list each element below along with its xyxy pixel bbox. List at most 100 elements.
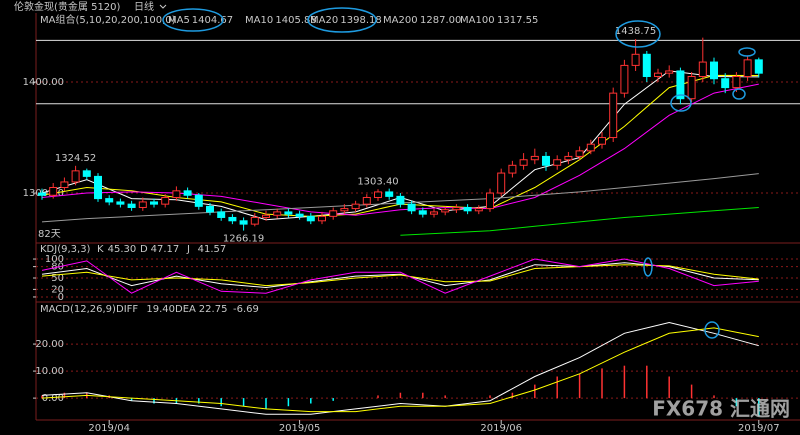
candle-body: [486, 192, 494, 210]
price-annotation: 1438.75: [615, 26, 656, 37]
legend-name: MA200: [383, 15, 418, 26]
legend-value: 1398.18: [340, 15, 381, 26]
candle-body: [273, 211, 282, 216]
legend-name: DEA: [175, 304, 196, 315]
candle-body: [687, 75, 696, 100]
candle-body: [564, 155, 573, 161]
candle-body: [732, 75, 741, 89]
candle-body: [418, 210, 427, 215]
candle-body: [676, 70, 685, 100]
legend-title: MACD(12,26,9): [40, 304, 116, 315]
candle-body: [60, 181, 69, 188]
candle-body: [228, 216, 237, 222]
indicator-line: [41, 264, 759, 287]
indicator-line: [41, 83, 759, 216]
x-tick-label: 2019/04: [88, 423, 130, 434]
candle-body: [49, 186, 58, 196]
dropdown-arrow[interactable]: [159, 4, 167, 9]
candle-body: [710, 61, 718, 80]
legend-title: KDJ(9,3,3): [40, 244, 91, 255]
indicator-line: [41, 258, 759, 294]
period-selector[interactable]: 日线: [134, 0, 154, 13]
y-tick-label: 10.00: [35, 366, 64, 377]
y-tick-label: 20: [51, 284, 64, 295]
highlight-ellipse: [307, 7, 377, 33]
y-tick-label: 0.00: [42, 393, 64, 404]
candle-body: [452, 206, 461, 211]
legend-value: 1317.55: [497, 15, 538, 26]
indicator-line: [400, 207, 759, 236]
indicator-line: [41, 327, 759, 413]
candle-body: [665, 70, 674, 74]
candle-body: [474, 208, 483, 212]
candle-body: [754, 59, 763, 74]
candle-body: [542, 155, 550, 166]
legend-name: MA20: [310, 15, 338, 26]
y-tick-label: 0: [58, 292, 64, 303]
candle-body: [183, 190, 192, 196]
candle-body: [329, 210, 338, 217]
candle-body: [598, 137, 606, 145]
legend-value: 1404.67: [192, 15, 233, 26]
legend-name: DIFF: [116, 304, 138, 315]
candle-body: [284, 211, 293, 215]
y-tick-label: 1400.00: [23, 77, 64, 88]
candle-body: [116, 201, 125, 205]
legend-value: 47.17: [151, 244, 180, 255]
candle-body: [172, 190, 181, 198]
candle-body: [396, 195, 405, 205]
candle-body: [105, 198, 114, 203]
candle-body: [295, 213, 304, 217]
candle-body: [553, 159, 562, 166]
x-tick-label: 2019/05: [279, 423, 321, 434]
highlight-ellipse: [162, 8, 224, 32]
legend-value: 45.30: [108, 244, 137, 255]
candle-body: [642, 53, 651, 77]
highlight-ellipse: [732, 88, 746, 100]
candle-body: [530, 155, 539, 161]
candle-body: [38, 192, 46, 196]
candle-body: [150, 201, 158, 205]
legend-title: MA组合(5,10,20,200,100,0): [40, 13, 176, 26]
indicator-line: [41, 321, 759, 415]
legend-name: MA5: [168, 15, 190, 26]
highlight-ellipse: [738, 47, 756, 57]
candle-body: [194, 194, 203, 207]
highlight-ellipse: [615, 20, 661, 48]
price-annotation: 1266.19: [223, 234, 264, 245]
legend-name: MA10: [245, 15, 273, 26]
legend-name: K: [97, 244, 104, 255]
candle-body: [463, 206, 472, 212]
legend-value: 22.75: [199, 304, 228, 315]
candle-body: [430, 211, 438, 215]
y-tick-label: 50: [51, 273, 64, 284]
legend-name: J: [186, 244, 190, 255]
candle-body: [609, 92, 618, 139]
candle-body: [508, 164, 517, 174]
legend-value: 41.57: [198, 244, 227, 255]
candle-body: [721, 78, 730, 89]
instrument-title: 伦敦金现(贵金属 5120): [14, 0, 121, 13]
candle-body: [138, 201, 147, 208]
candle-body: [586, 143, 595, 152]
candle-body: [519, 159, 528, 166]
candle-body: [441, 209, 450, 213]
candle-body: [306, 215, 315, 222]
highlight-ellipse: [670, 94, 692, 112]
note: 82天: [38, 229, 61, 240]
legend-name: D: [140, 244, 148, 255]
candle-body: [631, 53, 640, 66]
candle-body: [698, 61, 707, 77]
candle-body: [575, 150, 584, 157]
candle-body: [82, 170, 91, 177]
candle-body: [340, 208, 349, 212]
candle-body: [262, 214, 270, 218]
candle-body: [239, 220, 248, 225]
legend-value: 19.40: [146, 304, 175, 315]
candle-body: [374, 191, 382, 198]
legend-value: 1405.88: [275, 15, 316, 26]
candle-body: [385, 191, 394, 197]
price-annotation: 1303.40: [357, 176, 398, 187]
